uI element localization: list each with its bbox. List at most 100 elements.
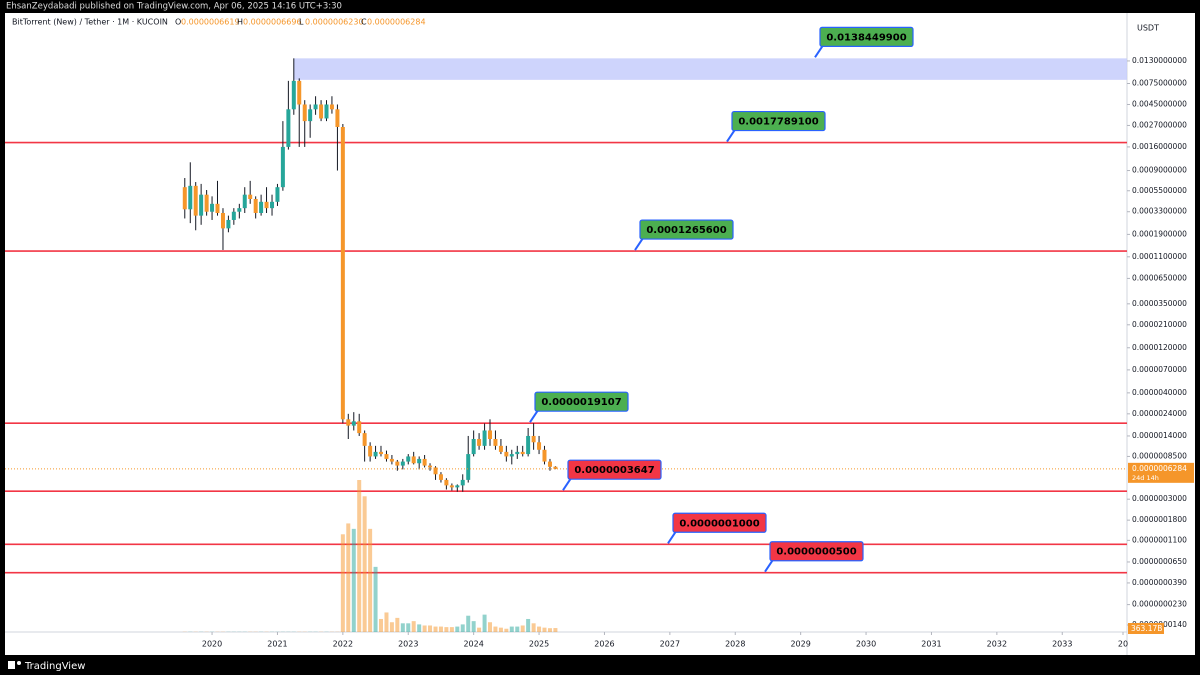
- volume-bar: [520, 625, 525, 632]
- candle-body: [384, 454, 389, 459]
- x-tick-label: 2029: [790, 640, 810, 649]
- candle-body: [270, 201, 275, 209]
- volume-bar: [340, 534, 345, 632]
- candle-body: [542, 449, 547, 462]
- candle-body: [417, 458, 422, 464]
- candle-body: [553, 466, 558, 469]
- y-axis: 0.0130000000 0.0075000000 0.0045000000 0.00…: [1127, 56, 1187, 629]
- volume-bar: [466, 615, 471, 632]
- y-tick-label: 0.0027000000: [1132, 120, 1187, 129]
- candle-body: [329, 104, 334, 110]
- y-tick-label: 0.0000210000: [1132, 320, 1187, 329]
- volume-bar: [378, 618, 383, 632]
- y-tick-label: 0.0000070000: [1132, 365, 1187, 374]
- candle-body: [400, 461, 405, 466]
- x-tick-label: 2022: [333, 640, 353, 649]
- y-tick-label: 0.0016000000: [1132, 142, 1187, 151]
- volume-bar: [351, 528, 356, 632]
- volume-bar: [515, 626, 520, 632]
- last-price-box: [1128, 462, 1194, 483]
- ohlc-value: 0.0000006284: [367, 18, 426, 27]
- candle-body: [389, 458, 394, 462]
- callout-pointer: [529, 409, 539, 423]
- y-tick-label: 0.0001100000: [1132, 252, 1187, 261]
- volume-bar: [471, 621, 476, 632]
- candle-body: [537, 442, 542, 450]
- callout-box: [769, 541, 864, 562]
- candle-body: [297, 80, 302, 105]
- ohlc-key: H: [237, 18, 243, 27]
- volume-bar: [553, 628, 558, 632]
- ohlc-value: 0.0000006696: [243, 18, 302, 27]
- last-price-label: 0.0000006284: [1132, 464, 1187, 473]
- volume-bar: [422, 625, 427, 632]
- x-tick-label: 2023: [398, 640, 418, 649]
- candle-body: [210, 203, 215, 212]
- candle-body: [340, 126, 345, 420]
- volume-bar: [477, 627, 482, 632]
- volume-bar: [433, 626, 438, 632]
- callout-label: 0.0017789100: [738, 117, 818, 128]
- volume-bar: [362, 496, 367, 632]
- y-tick-label: 0.0000000390: [1132, 578, 1187, 587]
- volume-bar: [428, 625, 433, 632]
- candle-body: [188, 185, 193, 210]
- candle-body: [449, 485, 454, 488]
- candle-body: [444, 479, 449, 486]
- callout-label: 0.0000019107: [541, 397, 621, 408]
- x-tick-label: 20: [1118, 640, 1128, 649]
- footer-brand: TradingView: [24, 661, 85, 672]
- x-tick-label: 2032: [987, 640, 1007, 649]
- candle-body: [204, 194, 209, 212]
- candle-body: [466, 454, 471, 480]
- callout-box: [819, 26, 914, 47]
- y-tick-label: 0.0000001800: [1132, 515, 1187, 524]
- candle-body: [275, 187, 280, 202]
- volume-bar: [417, 624, 422, 632]
- candle-body: [411, 456, 416, 464]
- y-tick-label: 0.0045000000: [1132, 99, 1187, 108]
- y-tick-label: 0.0000120000: [1132, 343, 1187, 352]
- candle-body: [395, 461, 400, 466]
- candle-body: [242, 194, 247, 209]
- x-tick-label: 2021: [267, 640, 287, 649]
- candle-body: [515, 451, 520, 455]
- candle-body: [422, 458, 427, 466]
- ohlc-key: L: [299, 18, 304, 27]
- x-tick-label: 2033: [1052, 640, 1072, 649]
- volume-bar: [504, 628, 509, 632]
- candle-body: [368, 445, 373, 457]
- x-tick-label: 2024: [463, 640, 483, 649]
- zone: [293, 58, 1127, 80]
- candle-body: [291, 80, 296, 110]
- candle-body: [351, 421, 356, 426]
- candle-body: [373, 451, 378, 457]
- candle-body: [215, 203, 220, 213]
- x-tick-label: 2030: [856, 640, 876, 649]
- x-tick-label: 2031: [921, 640, 941, 649]
- y-tick-label: 0.0003300000: [1132, 207, 1187, 216]
- candle-body: [520, 451, 525, 455]
- callout-pointer: [667, 530, 677, 544]
- x-tick-label: 2025: [529, 640, 549, 649]
- candle-body: [335, 109, 340, 127]
- candle-body: [406, 456, 411, 462]
- candle-body: [477, 438, 482, 446]
- chart-area: [5, 13, 1195, 655]
- volume-bar: [444, 627, 449, 632]
- volume-bar: [357, 480, 362, 632]
- candle-body: [324, 104, 329, 119]
- y-tick-label: 0.0000001100: [1132, 535, 1187, 544]
- volume-bar: [498, 627, 503, 632]
- y-tick-label: 0.0000000650: [1132, 557, 1187, 566]
- callout-pointer: [764, 559, 774, 573]
- logo-mark: [8, 661, 15, 669]
- y-tick-label: 0.0009000000: [1132, 166, 1187, 175]
- candle-body: [357, 421, 362, 434]
- candle-body: [509, 454, 514, 457]
- volume-bar: [460, 624, 465, 632]
- callout-box: [672, 512, 767, 533]
- candle-body: [319, 104, 324, 119]
- volume-bar: [373, 566, 378, 632]
